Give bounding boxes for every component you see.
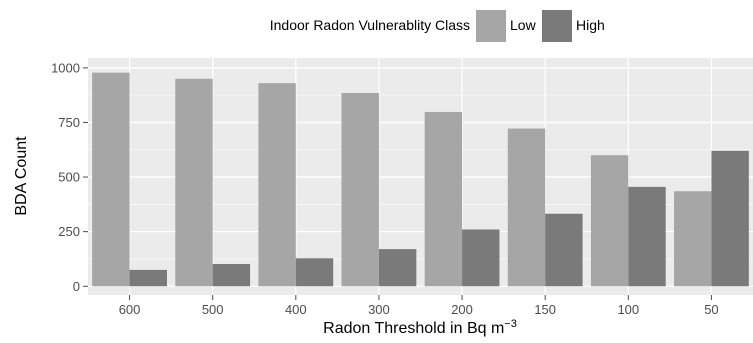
legend-label-low: Low (510, 17, 537, 33)
legend-title: Indoor Radon Vulnerablity Class (270, 17, 470, 33)
y-axis: 0 250 500 750 1000 (51, 60, 88, 294)
legend-key-low (476, 10, 506, 42)
x-tick-label: 200 (451, 302, 473, 317)
legend: Indoor Radon Vulnerablity Class Low High (270, 10, 605, 42)
bar-low-400 (258, 83, 296, 287)
bar-high-200 (462, 229, 500, 287)
y-axis-title: BDA Count (13, 136, 30, 216)
bars (92, 72, 749, 287)
bar-low-300 (341, 92, 379, 287)
x-tick-label: 150 (534, 302, 556, 317)
y-tick-label: 1000 (51, 60, 80, 75)
bar-high-50 (711, 150, 749, 287)
x-tick-label: 300 (368, 302, 390, 317)
bar-low-50 (674, 191, 712, 287)
legend-key-high (542, 10, 572, 42)
bar-high-300 (378, 249, 417, 287)
x-axis: 600 500 400 300 200 150 100 50 (119, 295, 719, 317)
y-tick-label: 0 (73, 279, 80, 294)
x-tick-label: 500 (202, 302, 224, 317)
bar-low-150 (507, 128, 546, 287)
bar-low-100 (590, 155, 629, 287)
x-tick-label: 50 (704, 302, 718, 317)
bar-high-600 (129, 269, 167, 287)
bar-high-500 (212, 263, 251, 287)
x-axis-title: Radon Threshold in Bq m−3 (323, 318, 517, 337)
y-tick-label: 500 (58, 170, 80, 185)
bar-low-500 (175, 78, 213, 287)
x-tick-label: 600 (119, 302, 141, 317)
y-tick-label: 250 (58, 224, 80, 239)
y-tick-label: 750 (58, 115, 80, 130)
bar-high-400 (295, 258, 334, 287)
x-tick-label: 100 (617, 302, 639, 317)
bar-high-100 (628, 186, 666, 287)
bar-low-200 (424, 111, 463, 287)
bar-high-150 (545, 213, 583, 287)
bar-low-600 (92, 72, 130, 287)
legend-label-high: High (576, 17, 605, 33)
x-tick-label: 400 (285, 302, 307, 317)
